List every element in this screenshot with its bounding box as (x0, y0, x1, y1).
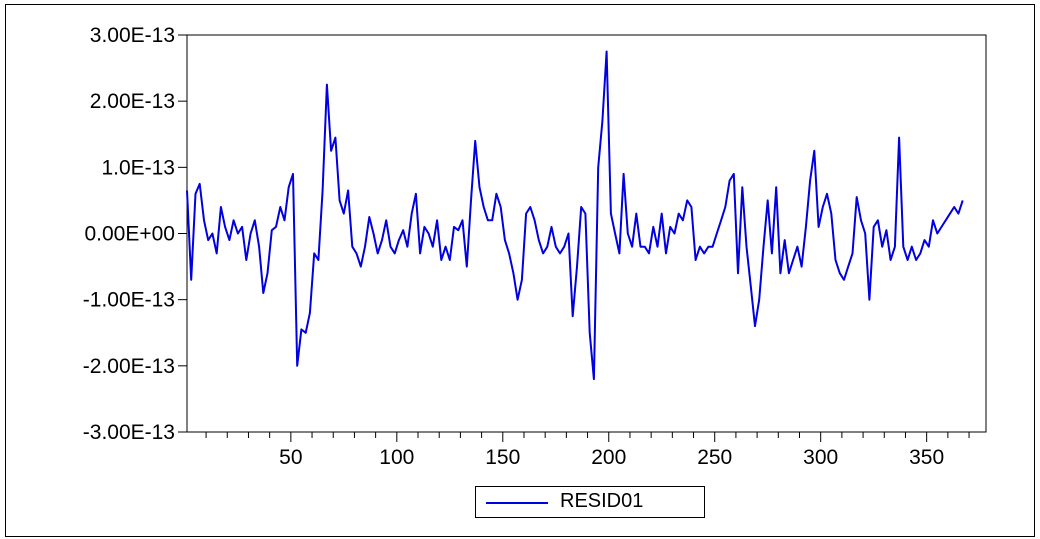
x-tick-label: 150 (485, 446, 520, 469)
series-line-resid01 (186, 50, 964, 381)
y-tick-label: -1.00E-13 (83, 289, 175, 312)
y-tick-label: 3.00E-13 (90, 24, 175, 47)
y-tick-label: 2.00E-13 (90, 90, 175, 113)
x-tick-label: 50 (279, 446, 302, 469)
legend: RESID01 (475, 486, 705, 518)
legend-label-resid01: RESID01 (560, 490, 644, 512)
y-tick-label: -3.00E-13 (83, 421, 175, 444)
y-tick-label: -2.00E-13 (83, 355, 175, 378)
y-tick-label: 1.0E-13 (101, 156, 175, 179)
y-tick-label: 0.00E+00 (84, 223, 175, 246)
x-tick-label: 300 (803, 446, 838, 469)
legend-swatch-resid01 (486, 502, 548, 504)
x-tick-label: 250 (697, 446, 732, 469)
x-tick-label: 200 (591, 446, 626, 469)
series-layer (186, 50, 964, 381)
y-axis: 3.00E-13 2.00E-13 1.0E-13 0.00E+00 -1.00E-13… (83, 24, 187, 444)
x-tick-label: 350 (909, 446, 944, 469)
x-tick-label: 100 (379, 446, 414, 469)
x-axis: 50 100 150 200 250 300 350 (205, 432, 970, 469)
